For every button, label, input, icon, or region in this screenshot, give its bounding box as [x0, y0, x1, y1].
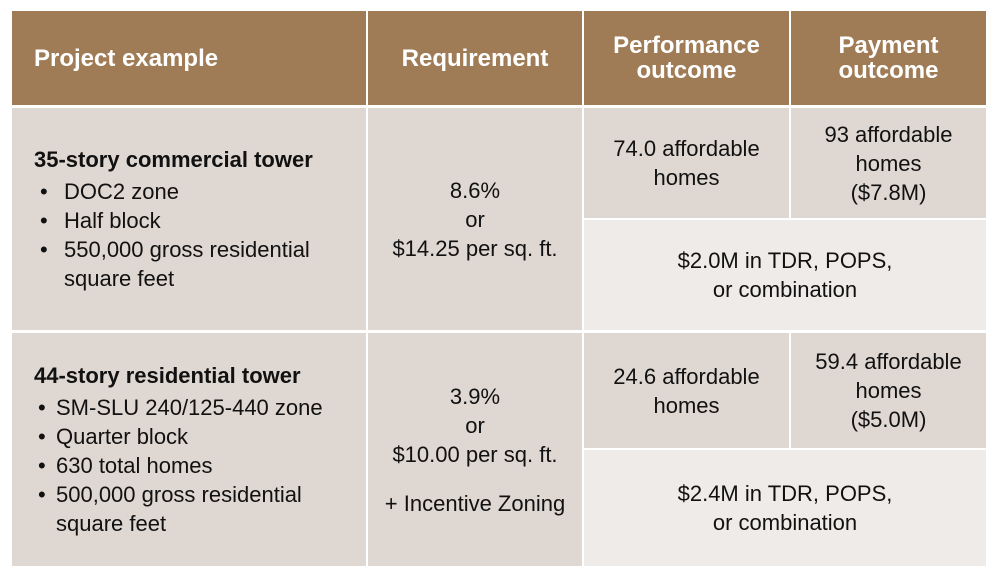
- affordable-housing-comparison-table: Project example Requirement Performance …: [12, 11, 986, 566]
- outcome-line: 59.4 affordable: [815, 349, 962, 374]
- header-label-line2: outcome: [636, 57, 737, 84]
- requirement-percent: 8.6%: [449, 177, 501, 203]
- outcome-amount: ($7.8M): [850, 179, 927, 205]
- header-project-example: Project example: [12, 11, 366, 105]
- requirement-or: or: [465, 206, 485, 232]
- header-label-line1: Performance: [613, 32, 760, 59]
- outcome-line: $2.4M in TDR, POPS,: [677, 481, 893, 506]
- header-requirement: Requirement: [368, 11, 582, 105]
- list-item: Quarter block: [34, 422, 346, 451]
- shared-outcome-row1: $2.0M in TDR, POPS, or combination: [584, 220, 986, 330]
- outcome-line: 24.6 affordable: [613, 363, 760, 389]
- requirement-percent: 3.9%: [449, 383, 501, 409]
- header-label-line2: outcome: [838, 57, 939, 84]
- outcome-line: homes: [653, 392, 720, 418]
- requirement-fee: $10.00 per sq. ft.: [392, 441, 558, 467]
- requirement-incentive-zoning: + Incentive Zoning: [384, 490, 566, 516]
- project-title: 44-story residential tower: [34, 363, 301, 388]
- header-payment-outcome: Payment outcome: [791, 11, 986, 105]
- project-title: 35-story commercial tower: [34, 147, 313, 172]
- project-details-list: DOC2 zone Half block 550,000 gross resid…: [34, 177, 339, 293]
- outcome-line: homes: [855, 150, 922, 176]
- list-item: DOC2 zone: [34, 177, 339, 206]
- header-label: Requirement: [401, 44, 549, 72]
- outcome-line: or combination: [712, 510, 858, 535]
- header-label: Project example: [34, 44, 219, 72]
- project-cell-commercial-tower: 35-story commercial tower DOC2 zone Half…: [12, 108, 366, 330]
- outcome-line: homes: [653, 165, 720, 190]
- payment-outcome-row2: 59.4 affordable homes ($5.0M): [791, 333, 986, 448]
- performance-outcome-row2: 24.6 affordable homes: [584, 333, 789, 448]
- project-cell-residential-tower: 44-story residential tower SM-SLU 240/12…: [12, 333, 366, 566]
- list-item: 500,000 gross residential square feet: [34, 480, 346, 538]
- outcome-line: $2.0M in TDR, POPS,: [677, 248, 893, 273]
- requirement-cell-row1: 8.6% or $14.25 per sq. ft.: [368, 108, 582, 330]
- shared-outcome-row2: $2.4M in TDR, POPS, or combination: [584, 450, 986, 566]
- header-label-line1: Payment: [838, 32, 939, 59]
- list-item: Half block: [34, 206, 339, 235]
- outcome-line: 93 affordable: [824, 121, 953, 147]
- list-item: SM-SLU 240/125-440 zone: [34, 393, 346, 422]
- spacer: [385, 469, 565, 489]
- requirement-cell-row2: 3.9% or $10.00 per sq. ft. + Incentive Z…: [368, 333, 582, 566]
- requirement-fee: $14.25 per sq. ft.: [392, 235, 558, 261]
- outcome-amount: ($5.0M): [850, 407, 927, 432]
- list-item: 550,000 gross residential square feet: [34, 235, 339, 293]
- list-item: 630 total homes: [34, 451, 346, 480]
- outcome-line: homes: [855, 378, 922, 403]
- requirement-or: or: [465, 412, 485, 438]
- project-details-list: SM-SLU 240/125-440 zone Quarter block 63…: [34, 393, 346, 538]
- payment-outcome-row1: 93 affordable homes ($7.8M): [791, 108, 986, 218]
- performance-outcome-row1: 74.0 affordable homes: [584, 108, 789, 218]
- outcome-line: or combination: [712, 277, 858, 302]
- header-performance-outcome: Performance outcome: [584, 11, 789, 105]
- outcome-line: 74.0 affordable: [613, 136, 760, 161]
